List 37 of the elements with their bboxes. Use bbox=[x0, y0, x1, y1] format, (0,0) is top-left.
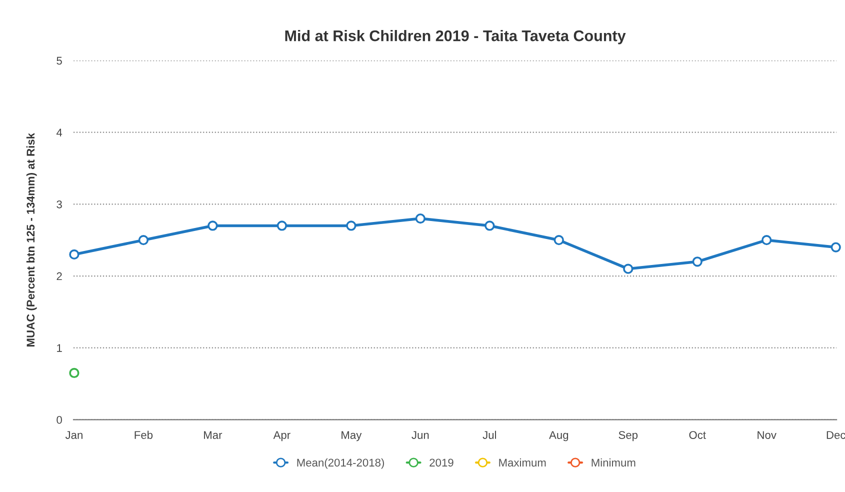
point bbox=[554, 235, 564, 246]
point bbox=[346, 220, 356, 231]
x-tick-label: Mar bbox=[204, 431, 222, 439]
x-tick-label: May bbox=[342, 431, 362, 442]
y-tick-label: 3 bbox=[56, 200, 62, 208]
y-tick-label: 2 bbox=[56, 272, 62, 280]
point bbox=[415, 213, 426, 224]
y-tick-label: 5 bbox=[56, 56, 62, 65]
legend-label: Maximum bbox=[499, 458, 546, 467]
x-tick-label: Nov bbox=[758, 431, 776, 439]
point bbox=[69, 249, 80, 260]
point bbox=[484, 220, 495, 231]
x-tick-label: Jun bbox=[412, 431, 429, 439]
x-tick-label: Apr bbox=[273, 431, 290, 442]
x-tick-label: Feb bbox=[134, 430, 153, 439]
point bbox=[830, 242, 841, 252]
x-tick-label: Oct bbox=[689, 431, 706, 439]
point bbox=[762, 235, 772, 246]
legend-label: 2019 bbox=[430, 458, 454, 467]
y-tick-label: 1 bbox=[57, 344, 62, 352]
x-tick-label: Jan bbox=[65, 431, 82, 439]
x-tick-label: Jul bbox=[482, 430, 496, 439]
point bbox=[692, 256, 702, 267]
point bbox=[623, 264, 634, 274]
x-tick-label: Dec bbox=[826, 431, 845, 439]
y-tick-label: 4 bbox=[56, 128, 62, 136]
chart-title: Mid at Risk Children 2019 - Taita Taveta County bbox=[285, 30, 626, 44]
x-tick-label: Sep bbox=[618, 431, 638, 442]
y-axis-title: MUAC (Percent btn 125 - 134mm) at Risk bbox=[26, 132, 37, 346]
legend-label: Minimum bbox=[592, 458, 636, 467]
point bbox=[276, 220, 287, 231]
y-tick-label: 0 bbox=[56, 416, 62, 424]
legend-label: Mean(2014-2018) bbox=[297, 458, 384, 469]
point bbox=[138, 235, 149, 246]
point bbox=[69, 368, 80, 378]
x-tick-label: Aug bbox=[549, 431, 568, 442]
point bbox=[208, 220, 218, 231]
